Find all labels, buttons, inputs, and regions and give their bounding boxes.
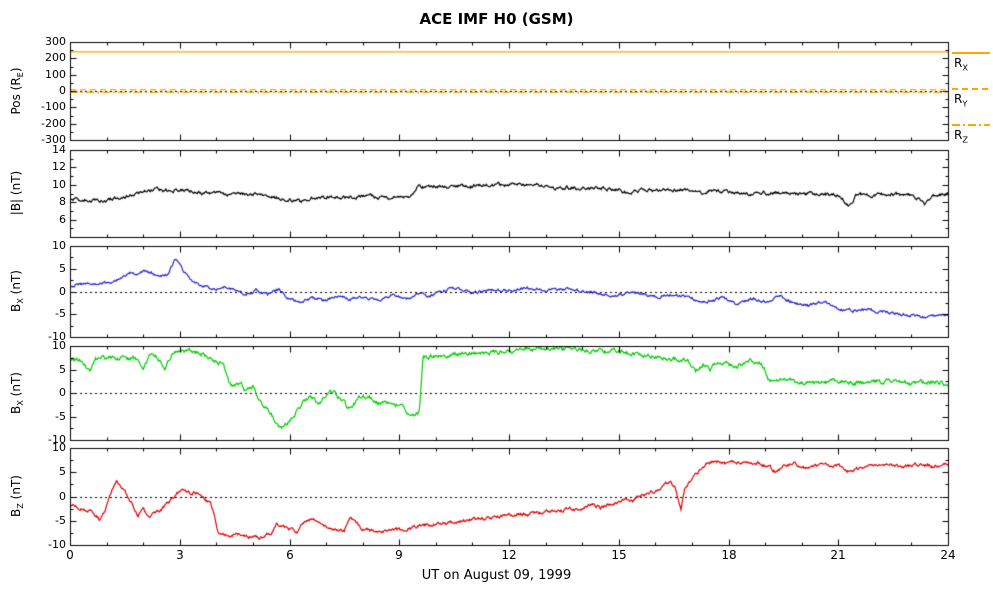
y-tick-label: -100 xyxy=(41,100,66,113)
ylabel-bmag: |B| (nT) xyxy=(8,170,23,216)
y-tick-label: -10 xyxy=(48,330,66,343)
x-tick-label: 21 xyxy=(830,548,846,562)
legend-item-rx: RX xyxy=(950,50,993,74)
y-tick-label: -200 xyxy=(41,117,66,130)
y-tick-label: 10 xyxy=(52,178,66,191)
chart-title: ACE IMF H0 (GSM) xyxy=(419,10,574,28)
legend-label-rx: RX xyxy=(954,56,968,73)
y-tick-label: 14 xyxy=(52,143,66,156)
y-tick-label: 0 xyxy=(59,84,66,97)
y-tick-label: 12 xyxy=(52,160,66,173)
legend-label-ry: RY xyxy=(954,92,968,109)
y-tick-label: 300 xyxy=(45,35,66,48)
x-axis-label: UT on August 09, 1999 xyxy=(421,568,572,583)
legend-line-dashdot-icon xyxy=(952,124,990,126)
legend-label-rz: RZ xyxy=(954,128,968,145)
y-tick-label: 5 xyxy=(59,363,66,376)
y-tick-label: 200 xyxy=(45,51,66,64)
y-tick-label: -10 xyxy=(48,433,66,446)
legend-item-ry: RY xyxy=(950,86,993,110)
y-tick-label: 0 xyxy=(59,285,66,298)
x-tick-label: 6 xyxy=(286,548,294,562)
y-tick-label: 6 xyxy=(59,213,66,226)
y-tick-label: 10 xyxy=(52,441,66,454)
y-tick-label: -5 xyxy=(55,410,66,423)
y-tick-label: -10 xyxy=(48,538,66,551)
y-tick-label: -5 xyxy=(55,307,66,320)
y-tick-label: 0 xyxy=(59,386,66,399)
x-tick-label: 12 xyxy=(501,548,517,562)
y-tick-label: 5 xyxy=(59,262,66,275)
y-tick-label: 5 xyxy=(59,465,66,478)
x-tick-label: 18 xyxy=(721,548,737,562)
legend-line-solid-icon xyxy=(952,52,990,54)
y-tick-label: -300 xyxy=(41,133,66,146)
legend-line-dashed-icon xyxy=(952,88,990,90)
x-tick-label: 3 xyxy=(176,548,184,562)
legend: RX RY RZ xyxy=(950,0,993,170)
y-tick-label: 8 xyxy=(59,195,66,208)
y-tick-label: 0 xyxy=(59,490,66,503)
y-tick-label: 10 xyxy=(52,239,66,252)
y-tick-label: -5 xyxy=(55,514,66,527)
x-tick-label: 9 xyxy=(395,548,403,562)
x-tick-label: 0 xyxy=(66,548,74,562)
x-tick-label: 24 xyxy=(940,548,956,562)
legend-item-rz: RZ xyxy=(950,122,993,146)
y-tick-label: 10 xyxy=(52,339,66,352)
y-tick-label: 100 xyxy=(45,68,66,81)
x-tick-label: 15 xyxy=(611,548,627,562)
